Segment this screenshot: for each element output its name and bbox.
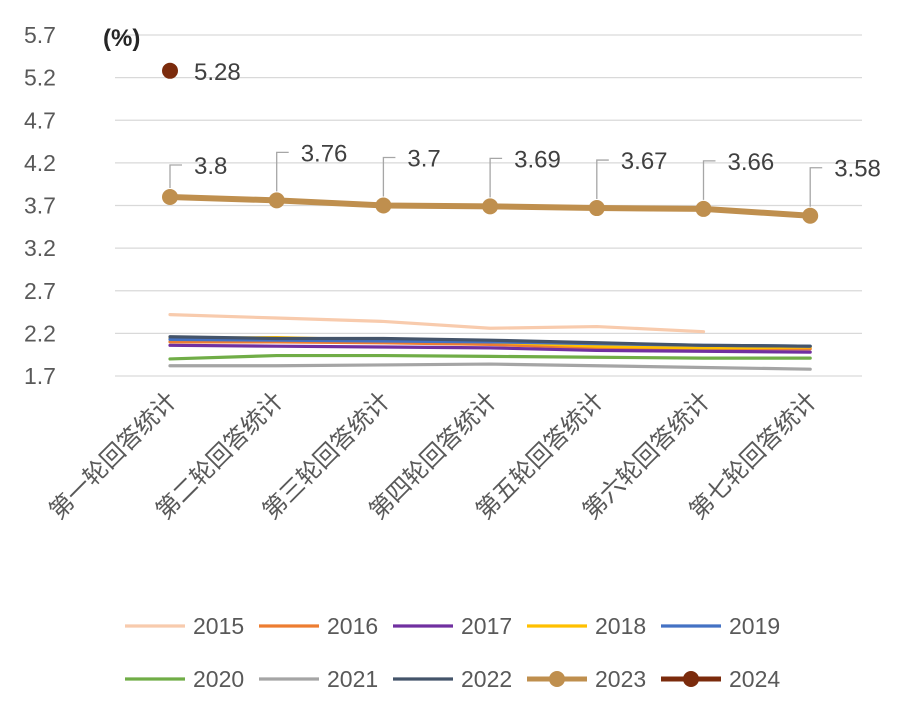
leader-line xyxy=(596,159,609,200)
legend-label: 2023 xyxy=(595,666,646,692)
point-2023 xyxy=(482,198,499,215)
point-2023 xyxy=(268,192,285,209)
legend-item-2022: 2022 xyxy=(393,666,512,692)
x-axis-category-labels: 第一轮回答统计第二轮回答统计第三轮回答统计第四轮回答统计第五轮回答统计第六轮回答… xyxy=(44,386,823,525)
point-2023 xyxy=(375,197,392,214)
series-line-2020 xyxy=(168,353,812,361)
legend-item-2024: 2024 xyxy=(661,666,780,692)
legend-label: 2019 xyxy=(729,613,780,639)
series-line-2022 xyxy=(168,335,812,348)
data-label-2023: 3.76 xyxy=(301,140,348,167)
legend-item-2015: 2015 xyxy=(125,613,244,639)
data-labels: 3.8 3.76 3.7 3.69 3.67 3.66 3.58 5.28 xyxy=(169,59,881,207)
y-axis-tick-labels: 5.7 5.2 4.7 4.2 3.7 3.2 2.7 2.2 1.7 xyxy=(24,22,56,389)
y-tick-label: 5.2 xyxy=(24,65,56,91)
legend-label: 2018 xyxy=(595,613,646,639)
leader-line xyxy=(169,164,182,188)
y-tick-label: 4.2 xyxy=(24,150,56,176)
legend-item-2020: 2020 xyxy=(125,666,244,692)
legend-item-2016: 2016 xyxy=(259,613,378,639)
series-line-2017 xyxy=(168,343,812,354)
leader-line xyxy=(276,151,289,192)
y-tick-label: 2.2 xyxy=(24,320,56,346)
y-tick-label: 3.2 xyxy=(24,235,56,261)
data-label-2024: 5.28 xyxy=(194,59,241,86)
legend-item-2023: 2023 xyxy=(527,666,646,692)
point-2023 xyxy=(802,207,819,224)
legend-label: 2024 xyxy=(729,666,780,692)
legend-label: 2021 xyxy=(327,666,378,692)
legend-label: 2022 xyxy=(461,666,512,692)
legend-item-2018: 2018 xyxy=(527,613,646,639)
legend-marker xyxy=(549,671,565,687)
legend-label: 2020 xyxy=(193,666,244,692)
leader-line xyxy=(382,156,396,197)
y-tick-label: 5.7 xyxy=(24,22,56,48)
point-2023 xyxy=(588,200,605,217)
data-label-2023: 3.66 xyxy=(728,149,775,176)
point-2024 xyxy=(162,62,178,79)
legend-label: 2015 xyxy=(193,613,244,639)
point-2023 xyxy=(695,200,712,217)
data-label-2023: 3.7 xyxy=(407,146,440,173)
y-tick-label: 2.7 xyxy=(24,278,56,304)
leader-line xyxy=(702,160,716,200)
series-line-2021 xyxy=(168,362,812,371)
legend-label: 2016 xyxy=(327,613,378,639)
legend-label: 2017 xyxy=(461,613,512,639)
series-lines xyxy=(162,62,819,371)
data-label-2023: 3.58 xyxy=(834,156,881,183)
leader-line xyxy=(809,167,823,207)
y-axis-unit-label: (%) xyxy=(103,25,140,52)
legend: 2015 2016 2017 2018 2019 2020 2021 2022 2023 2024 xyxy=(125,613,780,692)
legend-item-2019: 2019 xyxy=(661,613,780,639)
legend-item-2021: 2021 xyxy=(259,666,378,692)
y-tick-label: 4.7 xyxy=(24,107,56,133)
legend-item-2017: 2017 xyxy=(393,613,512,639)
series-line-2015 xyxy=(168,313,706,334)
y-tick-label: 1.7 xyxy=(24,363,56,389)
legend-marker xyxy=(683,671,699,687)
point-2023 xyxy=(162,188,178,205)
data-label-2023: 3.8 xyxy=(194,153,227,180)
y-tick-label: 3.7 xyxy=(24,193,56,219)
data-label-2023: 3.69 xyxy=(514,146,561,173)
data-label-2023: 3.67 xyxy=(621,148,668,175)
leader-line xyxy=(489,157,503,198)
